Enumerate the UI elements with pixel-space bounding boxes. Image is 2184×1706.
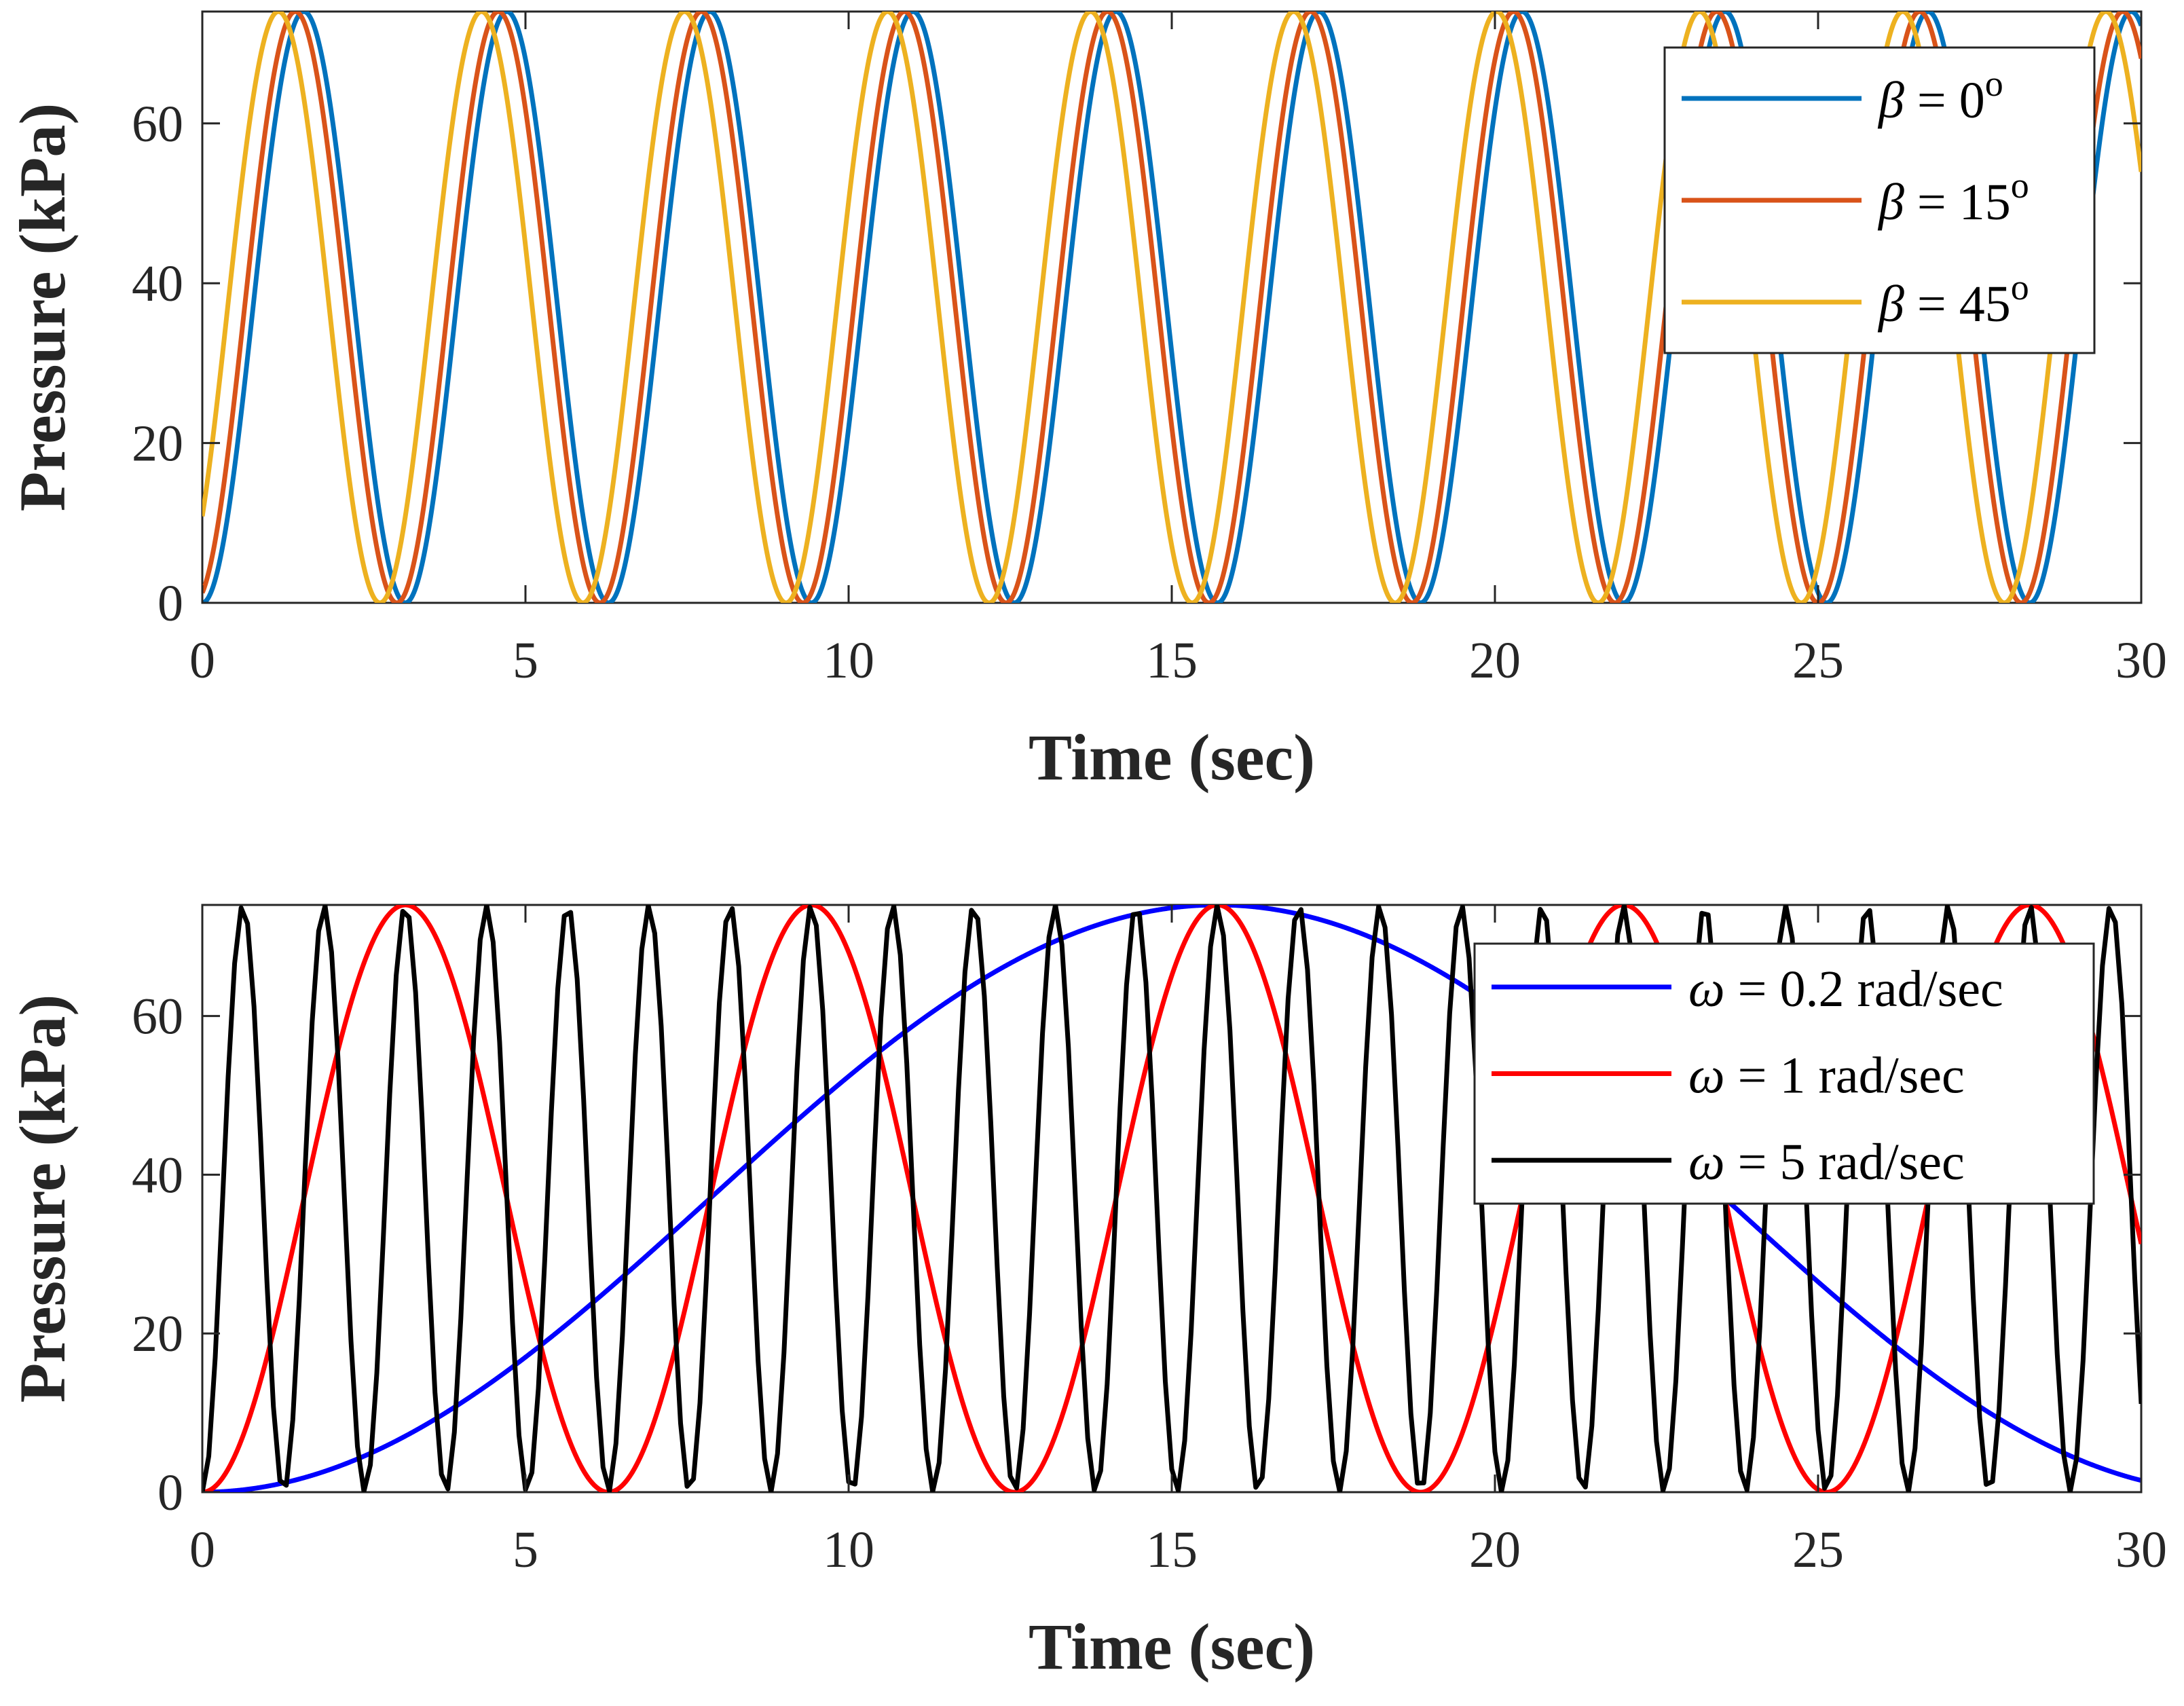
x-tick-label: 15 <box>1146 632 1198 689</box>
x-tick-label: 10 <box>823 1521 874 1578</box>
x-tick-label: 20 <box>1469 1521 1521 1578</box>
x-tick-label: 0 <box>189 1521 215 1578</box>
x-tick-label: 5 <box>513 632 538 689</box>
series-line-3 <box>202 12 2141 603</box>
y-tick-label: 40 <box>132 1147 183 1204</box>
chart-2: 0 5 10 15 20 25 30 0 20 40 60 Time (sec) Pressure (k… <box>6 904 2167 1683</box>
x-axis-label: Time (sec) <box>1029 1610 1315 1683</box>
legend-label: β = 0o <box>1877 63 2003 129</box>
x-tick-label: 25 <box>1792 632 1844 689</box>
y-tick-label: 60 <box>132 96 183 153</box>
x-tick-label: 15 <box>1146 1521 1198 1578</box>
x-tick-label: 30 <box>2115 1521 2167 1578</box>
x-axis-label: Time (sec) <box>1029 721 1315 794</box>
legend: β = 0o β = 15o β = 45o <box>1663 46 2096 354</box>
legend-label: ω = 1 rad/sec <box>1688 1047 1965 1105</box>
x-tick-label: 30 <box>2115 632 2167 689</box>
legend-label: β = 45o <box>1877 267 2029 333</box>
y-tick-label: 40 <box>132 255 183 312</box>
x-tick-label: 0 <box>189 632 215 689</box>
x-tick-label: 5 <box>513 1521 538 1578</box>
legend: ω = 0.2 rad/sec ω = 1 rad/sec ω = 5 rad/se… <box>1473 942 2095 1205</box>
x-tick-label: 25 <box>1792 1521 1844 1578</box>
chart-1: 0 5 10 15 20 25 30 0 20 40 60 Time (sec) Pressure (k… <box>6 10 2167 794</box>
y-tick-label: 20 <box>132 1305 183 1362</box>
legend-label: ω = 0.2 rad/sec <box>1688 961 2003 1018</box>
x-tick-label: 10 <box>823 632 874 689</box>
series-line-2 <box>202 12 2141 603</box>
y-axis-label: Pressure (kPa) <box>6 103 79 512</box>
y-tick-label: 60 <box>132 988 183 1045</box>
y-tick-label: 0 <box>158 1464 183 1521</box>
y-axis-label: Pressure (kPa) <box>6 995 79 1403</box>
legend-label: β = 15o <box>1877 165 2029 231</box>
x-tick-label: 20 <box>1469 632 1521 689</box>
legend-label: ω = 5 rad/sec <box>1688 1134 1965 1191</box>
y-tick-label: 0 <box>158 575 183 632</box>
y-tick-label: 20 <box>132 415 183 472</box>
